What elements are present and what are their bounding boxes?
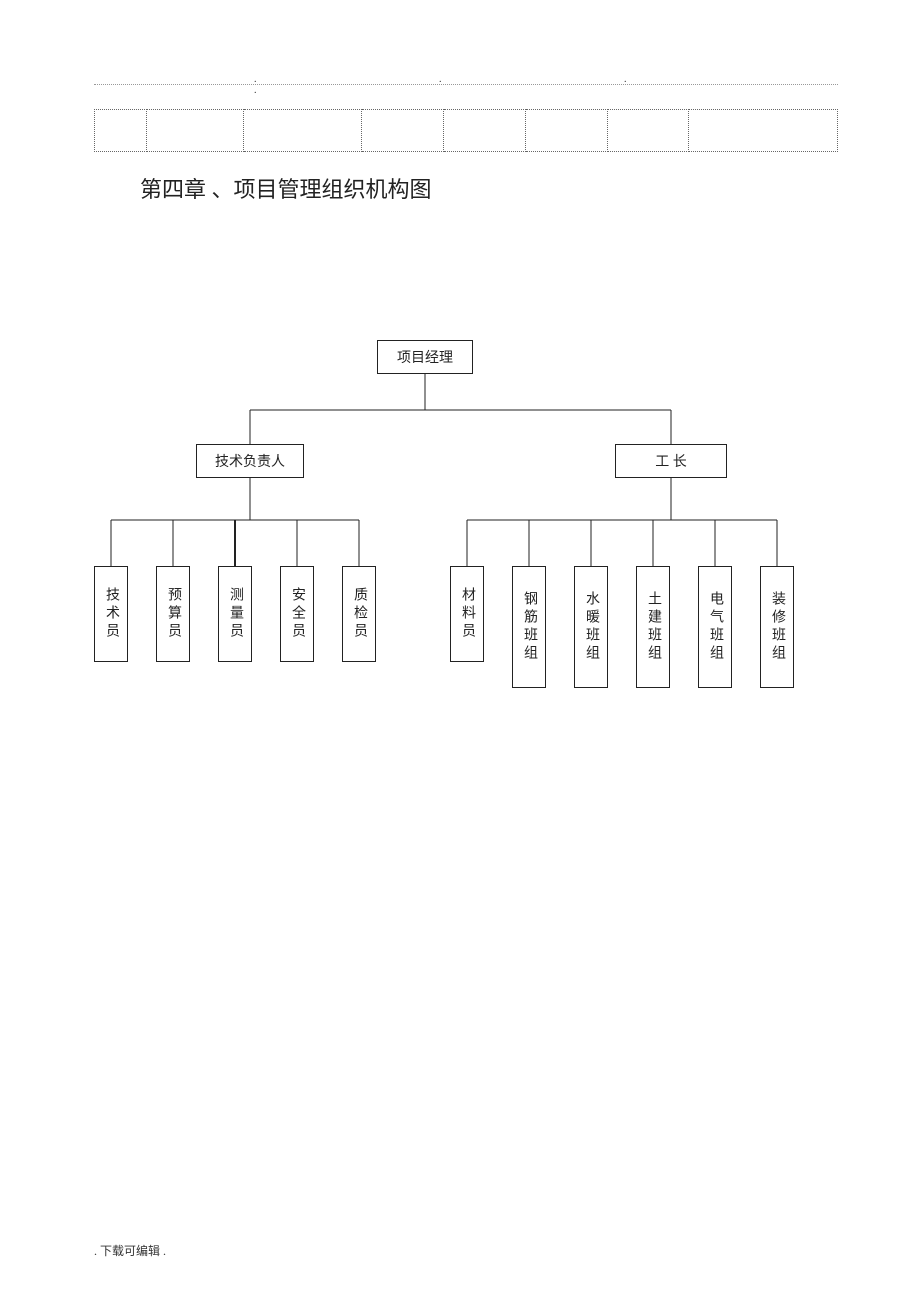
node-label: 预算员	[163, 587, 183, 641]
table-cell	[243, 110, 362, 152]
leaf-qc: 质检员	[342, 566, 376, 662]
table-cell	[525, 110, 607, 152]
header-dots: . . . .	[94, 74, 838, 84]
leaf-decor-team: 装修班组	[760, 566, 794, 688]
node-label: 项目经理	[397, 347, 453, 367]
leaf-safety: 安全员	[280, 566, 314, 662]
leaf-material: 材料员	[450, 566, 484, 662]
node-label: 技术负责人	[215, 451, 285, 471]
leaf-electric-team: 电气班组	[698, 566, 732, 688]
table-row	[95, 110, 838, 152]
node-label: 土建班组	[643, 591, 663, 663]
node-label: 电气班组	[705, 591, 725, 663]
table-cell	[689, 110, 838, 152]
node-label: 工 长	[655, 451, 687, 471]
page-body: . . . . 第四章 、项目管理组织机构图	[94, 74, 838, 204]
node-tech-lead: 技术负责人	[196, 444, 304, 478]
node-label: 技术员	[101, 587, 121, 641]
table-cell	[362, 110, 444, 152]
node-label: 水暖班组	[581, 591, 601, 663]
table-cell	[95, 110, 147, 152]
node-foreman: 工 长	[615, 444, 727, 478]
leaf-plumbing-team: 水暖班组	[574, 566, 608, 688]
org-chart: 项目经理 技术负责人 工 长 技术员 预算员 测量员 安全员 质检员 材料员 钢…	[94, 330, 838, 730]
table-cell	[444, 110, 526, 152]
table-cell	[147, 110, 244, 152]
node-label: 测量员	[225, 587, 245, 641]
leaf-civil-team: 土建班组	[636, 566, 670, 688]
node-label: 材料员	[457, 587, 477, 641]
node-root: 项目经理	[377, 340, 473, 374]
page-footer: . 下载可编辑 .	[94, 1242, 166, 1259]
leaf-survey: 测量员	[218, 566, 252, 662]
node-label: 装修班组	[767, 591, 787, 663]
node-label: 质检员	[349, 587, 369, 641]
empty-top-table	[94, 109, 838, 152]
node-label: 安全员	[287, 587, 307, 641]
table-cell	[607, 110, 689, 152]
chapter-title: 第四章 、项目管理组织机构图	[140, 172, 838, 204]
node-label: 钢筋班组	[519, 591, 539, 663]
leaf-rebar-team: 钢筋班组	[512, 566, 546, 688]
leaf-tech: 技术员	[94, 566, 128, 662]
leaf-budget: 预算员	[156, 566, 190, 662]
